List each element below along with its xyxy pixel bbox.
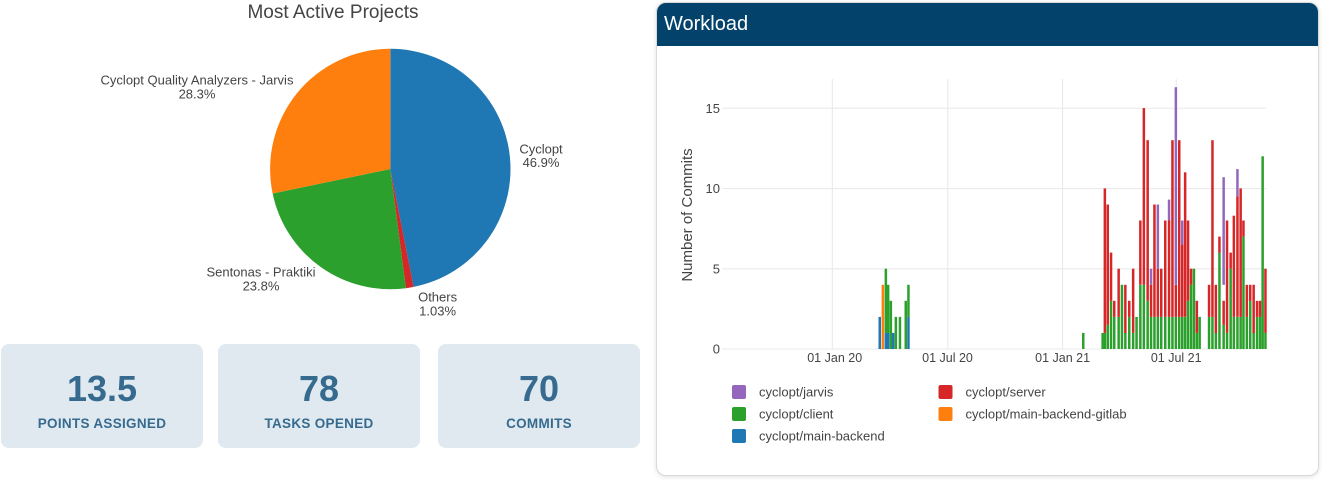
svg-text:5: 5	[713, 261, 720, 276]
svg-text:cyclopt/client: cyclopt/client	[759, 407, 834, 422]
svg-text:Number of Commits: Number of Commits	[679, 148, 696, 281]
svg-text:1.03%: 1.03%	[419, 304, 456, 319]
svg-text:cyclopt/main-backend-gitlab: cyclopt/main-backend-gitlab	[966, 407, 1127, 422]
svg-text:Cyclopt Quality Analyzers - Ja: Cyclopt Quality Analyzers - Jarvis	[101, 73, 294, 88]
svg-text:15: 15	[706, 101, 720, 116]
svg-text:23.8%: 23.8%	[243, 279, 280, 294]
svg-text:cyclopt/main-backend: cyclopt/main-backend	[759, 429, 885, 444]
svg-text:Most Active Projects: Most Active Projects	[247, 2, 418, 23]
svg-text:01 Jul 20: 01 Jul 20	[922, 351, 973, 365]
svg-text:cyclopt/server: cyclopt/server	[966, 385, 1047, 400]
svg-text:Others: Others	[418, 290, 458, 305]
svg-text:Cyclopt: Cyclopt	[519, 142, 563, 157]
svg-text:28.3%: 28.3%	[179, 87, 216, 102]
svg-text:0: 0	[713, 341, 720, 356]
svg-text:Sentonas - Praktiki: Sentonas - Praktiki	[206, 265, 315, 280]
svg-text:01 Jan 20: 01 Jan 20	[807, 351, 862, 365]
svg-text:01 Jul 21: 01 Jul 21	[1151, 351, 1202, 365]
svg-text:10: 10	[706, 181, 720, 196]
svg-text:46.9%: 46.9%	[523, 155, 560, 170]
svg-text:01 Jan 21: 01 Jan 21	[1035, 351, 1090, 365]
svg-text:cyclopt/jarvis: cyclopt/jarvis	[759, 385, 834, 400]
